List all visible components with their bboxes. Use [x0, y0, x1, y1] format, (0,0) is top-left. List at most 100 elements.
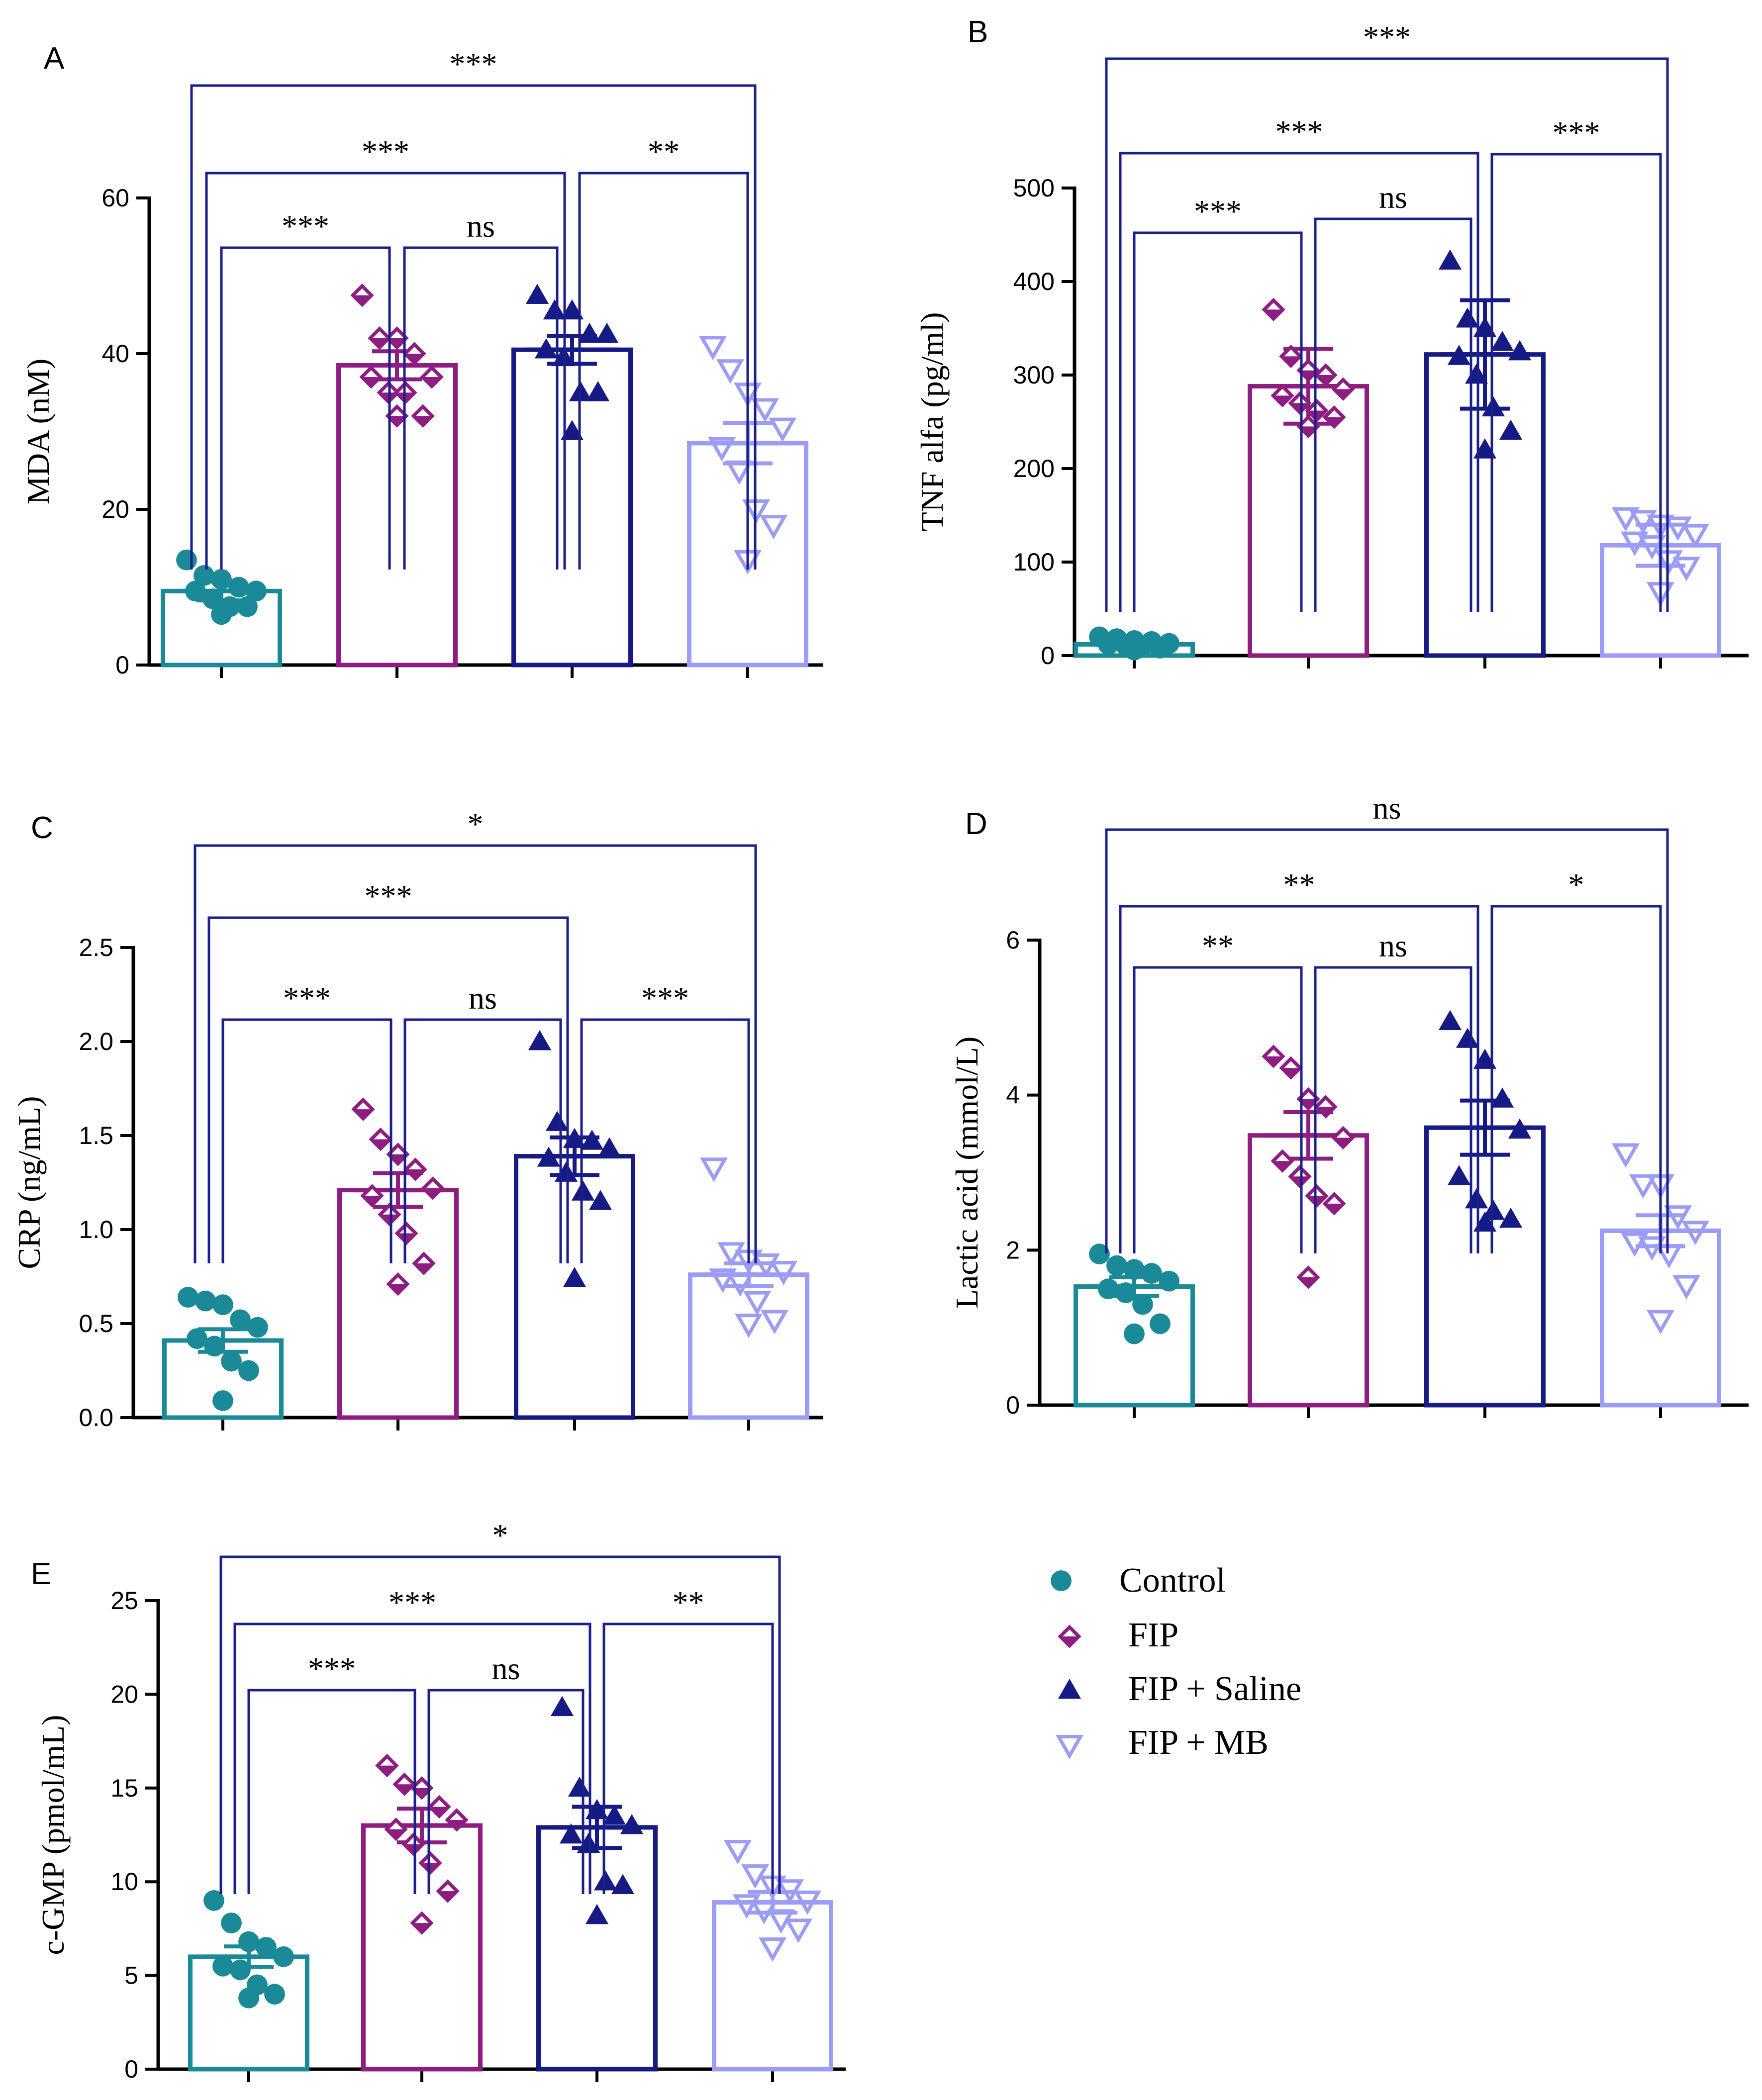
pd-y-tick-label: 6 — [1006, 926, 1020, 954]
pb-point-fip-mb — [1611, 507, 1640, 532]
pc-significance-label: ns — [469, 980, 497, 1016]
legend-symbol-control — [1051, 1570, 1072, 1591]
pa-point-fip-saline — [586, 381, 610, 401]
pc-point-fip-saline — [528, 1030, 552, 1050]
pc-significance-bracket — [221, 1018, 392, 1263]
pd-point-fip-saline — [1508, 1118, 1532, 1139]
pd-point-fip-mb — [1611, 1143, 1640, 1168]
pa-point-fip-mb — [725, 460, 754, 485]
pe-point-fip-fill — [421, 1863, 440, 1873]
pb-point-fip-saline — [1481, 396, 1505, 417]
pe-point-control — [230, 1959, 251, 1981]
pe-point-fip-saline — [559, 1823, 583, 1844]
pa-point-control — [202, 588, 223, 609]
legend-marker-fip-saline — [1058, 1678, 1081, 1699]
pa-point-control — [228, 576, 249, 598]
pc-significance-label: *** — [641, 980, 689, 1016]
pc-point-fip-mb — [734, 1314, 763, 1338]
pe-point-fip-fill — [447, 1819, 466, 1829]
pe-significance-label: ns — [492, 1651, 520, 1686]
pd-point-fip-saline — [1481, 1200, 1505, 1220]
pb-y-tick-label: 500 — [1013, 174, 1055, 202]
pc-point-fip-fill — [406, 1169, 425, 1179]
pc-point-fip-mb — [743, 1291, 772, 1316]
panel-b: B 0 100 200 300 400 500 TNF alfa (pg/ml) *** ***… — [914, 15, 1749, 669]
pd-point-fip-fill — [1299, 1099, 1318, 1109]
pc-point-fip-fill — [414, 1263, 433, 1273]
pc-point-control — [221, 1350, 242, 1372]
pe-point-control — [273, 1946, 294, 1967]
pc-y-tick-label: 2.0 — [79, 1028, 113, 1055]
pe-point-fip-fill — [387, 1829, 405, 1839]
pe-y-tick-label: 0 — [124, 2055, 138, 2083]
pa-point-fip-mb — [716, 359, 745, 384]
legend-marker-control — [1051, 1570, 1072, 1591]
pd-point-control — [1150, 1313, 1171, 1335]
pe-point-fip-mb — [732, 1894, 761, 1919]
pa-point-control — [176, 549, 197, 571]
legend-item-control: Control — [1051, 1561, 1226, 1600]
pc-point-control — [238, 1360, 259, 1381]
pe-significance-bracket — [219, 1555, 781, 1894]
pa-point-control — [237, 596, 258, 617]
pa-point-control — [185, 580, 206, 602]
pb-significance-label: *** — [1275, 114, 1323, 149]
pa-point-fip-mb — [698, 336, 727, 361]
pb-point-control — [1098, 634, 1119, 655]
legend-item-fip-mb: FIP + MB — [1055, 1723, 1269, 1762]
pd-point-fip-saline — [1447, 1165, 1471, 1185]
pe-significance-bracket — [233, 1623, 591, 1894]
pc-point-fip-fill — [380, 1214, 399, 1224]
pa-point-fip-saline — [560, 299, 584, 320]
pd-bar-fip-saline — [1424, 1125, 1546, 1408]
pc-point-fip-mb — [699, 1157, 728, 1182]
pc-bar-fip — [337, 1188, 459, 1420]
pd-point-fip-fill — [1281, 1068, 1300, 1077]
pe-point-fip-mb — [758, 1937, 787, 1962]
pc-point-fip-mb — [717, 1242, 746, 1267]
pe-significance-label: * — [492, 1518, 508, 1553]
pa-point-fip-saline — [525, 284, 549, 304]
pb-y-tick-label: 100 — [1013, 548, 1055, 576]
pc-point-fip-mb — [769, 1261, 798, 1286]
pc-point-fip-fill — [354, 1109, 373, 1119]
pd-point-fip-mb — [1620, 1232, 1649, 1257]
pd-significance-bracket — [1133, 966, 1303, 1253]
pa-y-tick-label: 0 — [115, 651, 129, 679]
pd-point-control — [1141, 1263, 1162, 1284]
pd-point-control — [1132, 1294, 1153, 1315]
legend-symbol-fip-mb — [1055, 1735, 1084, 1760]
pd-point-fip-fill — [1307, 1196, 1326, 1205]
pe-point-fip-fill — [378, 1765, 396, 1775]
pe-y-tick-label: 10 — [110, 1868, 138, 1896]
pd-bar-fip-mb — [1600, 1228, 1721, 1408]
pb-point-fip-mb — [1629, 510, 1658, 535]
pe-significance-bracket — [602, 1623, 774, 1894]
pc-point-control — [230, 1309, 251, 1331]
pd-point-fip-saline — [1490, 1087, 1514, 1108]
pd-significance-bracket — [1105, 828, 1669, 1253]
pb-significance-bracket — [1490, 153, 1662, 612]
pd-point-control — [1115, 1282, 1136, 1303]
pa-point-fip-mb — [707, 437, 736, 462]
pc-y-axis-title: CRP (ng/mL) — [11, 1096, 47, 1269]
pc-point-fip-saline — [588, 1190, 612, 1210]
legend-marker-fip-mb — [1055, 1735, 1084, 1760]
pd-significance-bracket — [1119, 905, 1479, 1253]
pb-point-fip-fill — [1264, 309, 1283, 319]
pb-significance-bracket — [1133, 231, 1303, 612]
pc-point-control — [212, 1390, 233, 1411]
pd-y-tick-label: 0 — [1006, 1391, 1020, 1419]
pd-point-fip-mb — [1681, 1221, 1710, 1245]
pa-point-fip-saline — [595, 322, 619, 343]
panel-letter-c: C — [31, 811, 53, 845]
pe-point-fip-saline — [585, 1904, 609, 1924]
pa-significance-bracket — [190, 84, 757, 570]
pb-point-fip-mb — [1655, 550, 1683, 575]
pe-point-control — [264, 1984, 285, 2005]
panel-letter-d: D — [965, 807, 987, 841]
legend-label-control: Control — [1119, 1561, 1226, 1600]
pc-significance-label: *** — [365, 878, 412, 914]
pa-significance-label: *** — [282, 208, 329, 244]
